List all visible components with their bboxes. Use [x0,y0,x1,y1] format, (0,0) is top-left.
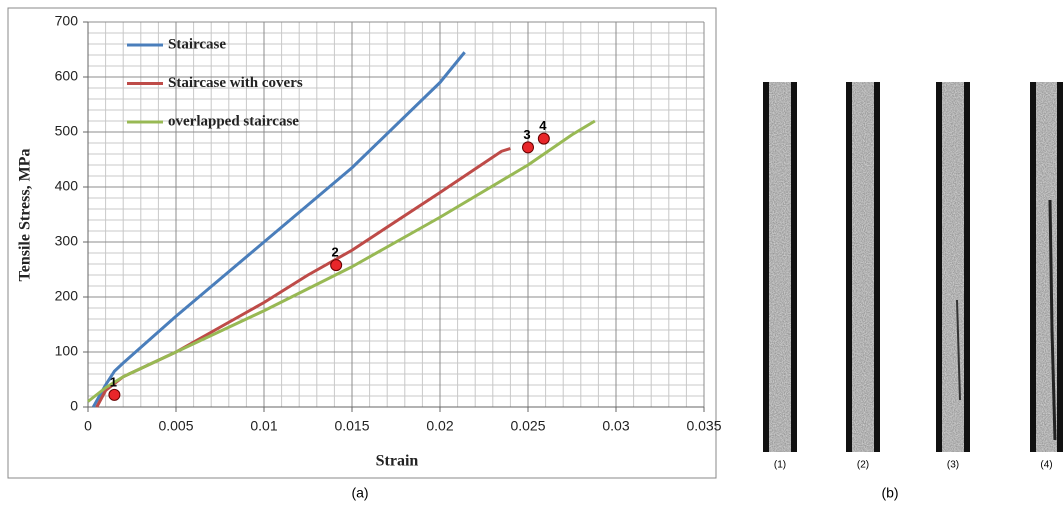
marker-label: 3 [523,127,530,142]
image-label: (3) [947,460,959,471]
y-tick-label: 0 [70,398,78,414]
x-axis-title: Strain [376,453,419,470]
x-tick-label: 0.015 [334,418,369,434]
y-axis-title: Tensile Stress, MPa [17,149,34,282]
x-tick-label: 0.03 [602,418,629,434]
caption: (a) [351,485,368,501]
x-tick-label: 0.02 [426,418,453,434]
caption: (b) [881,485,898,501]
strip-noise [852,82,874,452]
x-tick-label: 0.035 [686,418,721,434]
marker-point [109,389,120,400]
y-tick-label: 200 [55,288,79,304]
marker-label: 4 [539,118,547,133]
y-tick-label: 700 [55,13,79,29]
strip-noise [769,82,791,452]
image-label: (4) [1040,460,1052,471]
marker-label: 2 [332,245,339,260]
image-label: (2) [857,460,869,471]
specimen-images: (1) (2) (3) (4) [763,82,1063,471]
y-tick-label: 300 [55,233,79,249]
y-tick-label: 600 [55,68,79,84]
x-tick-label: 0.01 [250,418,277,434]
figure: 0 0.005 0.01 0.015 0.02 0.025 0.03 0.035 0 100 200… [0,0,1063,506]
y-tick-label: 500 [55,123,79,139]
y-tick-label: 100 [55,343,79,359]
legend-label: Staircase with covers [168,75,303,91]
y-tick-label: 400 [55,178,79,194]
marker-label: 1 [110,374,117,389]
image-label: (1) [774,460,786,471]
x-tick-label: 0.025 [510,418,545,434]
marker-point [538,133,549,144]
x-tick-label: 0 [84,418,92,434]
marker-point [331,260,342,271]
marker-point [523,142,534,153]
x-tick-label: 0.005 [158,418,193,434]
legend-label: Staircase [168,36,226,52]
legend-label: overlapped staircase [168,113,299,129]
